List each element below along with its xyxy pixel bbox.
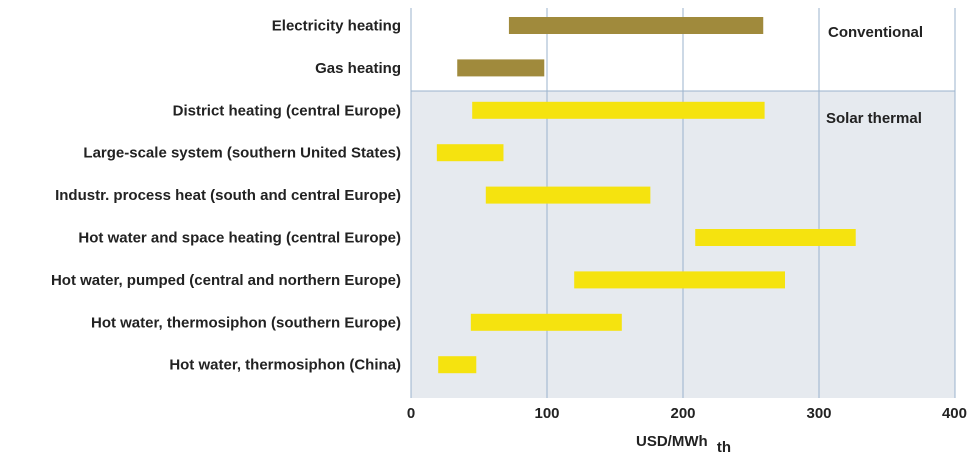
x-tick-label: 100	[534, 405, 559, 422]
x-tick-label: 300	[806, 405, 831, 422]
bar	[470, 313, 622, 331]
bar	[485, 186, 651, 204]
x-axis-title-main: USD/MWh	[636, 433, 708, 450]
category-label: Hot water, thermosiphon (China)	[169, 357, 401, 374]
bar	[472, 101, 765, 119]
x-axis-title-subscript: th	[717, 439, 731, 456]
category-labels: Electricity heating Gas heating District h…	[51, 18, 401, 374]
bar	[574, 271, 785, 289]
category-label: Electricity heating	[272, 18, 401, 35]
x-tick-label: 400	[942, 405, 967, 422]
category-label: Hot water, thermosiphon (southern Europe…	[91, 314, 401, 331]
group-label-solar-thermal: Solar thermal	[826, 110, 922, 127]
category-label: Hot water and space heating (central Eur…	[78, 230, 401, 247]
bar-group	[436, 17, 856, 374]
category-label: District heating (central Europe)	[173, 102, 401, 119]
bar	[508, 17, 764, 34]
x-tick-label: 0	[407, 405, 415, 422]
x-tick-labels: 0 100 200 300 400	[407, 405, 967, 422]
group-label-conventional: Conventional	[828, 24, 923, 41]
bar	[438, 356, 477, 374]
bar	[457, 59, 545, 77]
bar	[436, 144, 504, 162]
category-label: Hot water, pumped (central and northern …	[51, 272, 401, 289]
x-axis-title: USD/MWh th	[636, 433, 731, 456]
grid-lines	[410, 8, 956, 398]
category-label: Large-scale system (southern United Stat…	[83, 145, 401, 162]
x-tick-label: 200	[670, 405, 695, 422]
bar	[695, 229, 856, 246]
category-label: Gas heating	[315, 60, 401, 77]
category-label: Industr. process heat (south and central…	[55, 187, 401, 204]
